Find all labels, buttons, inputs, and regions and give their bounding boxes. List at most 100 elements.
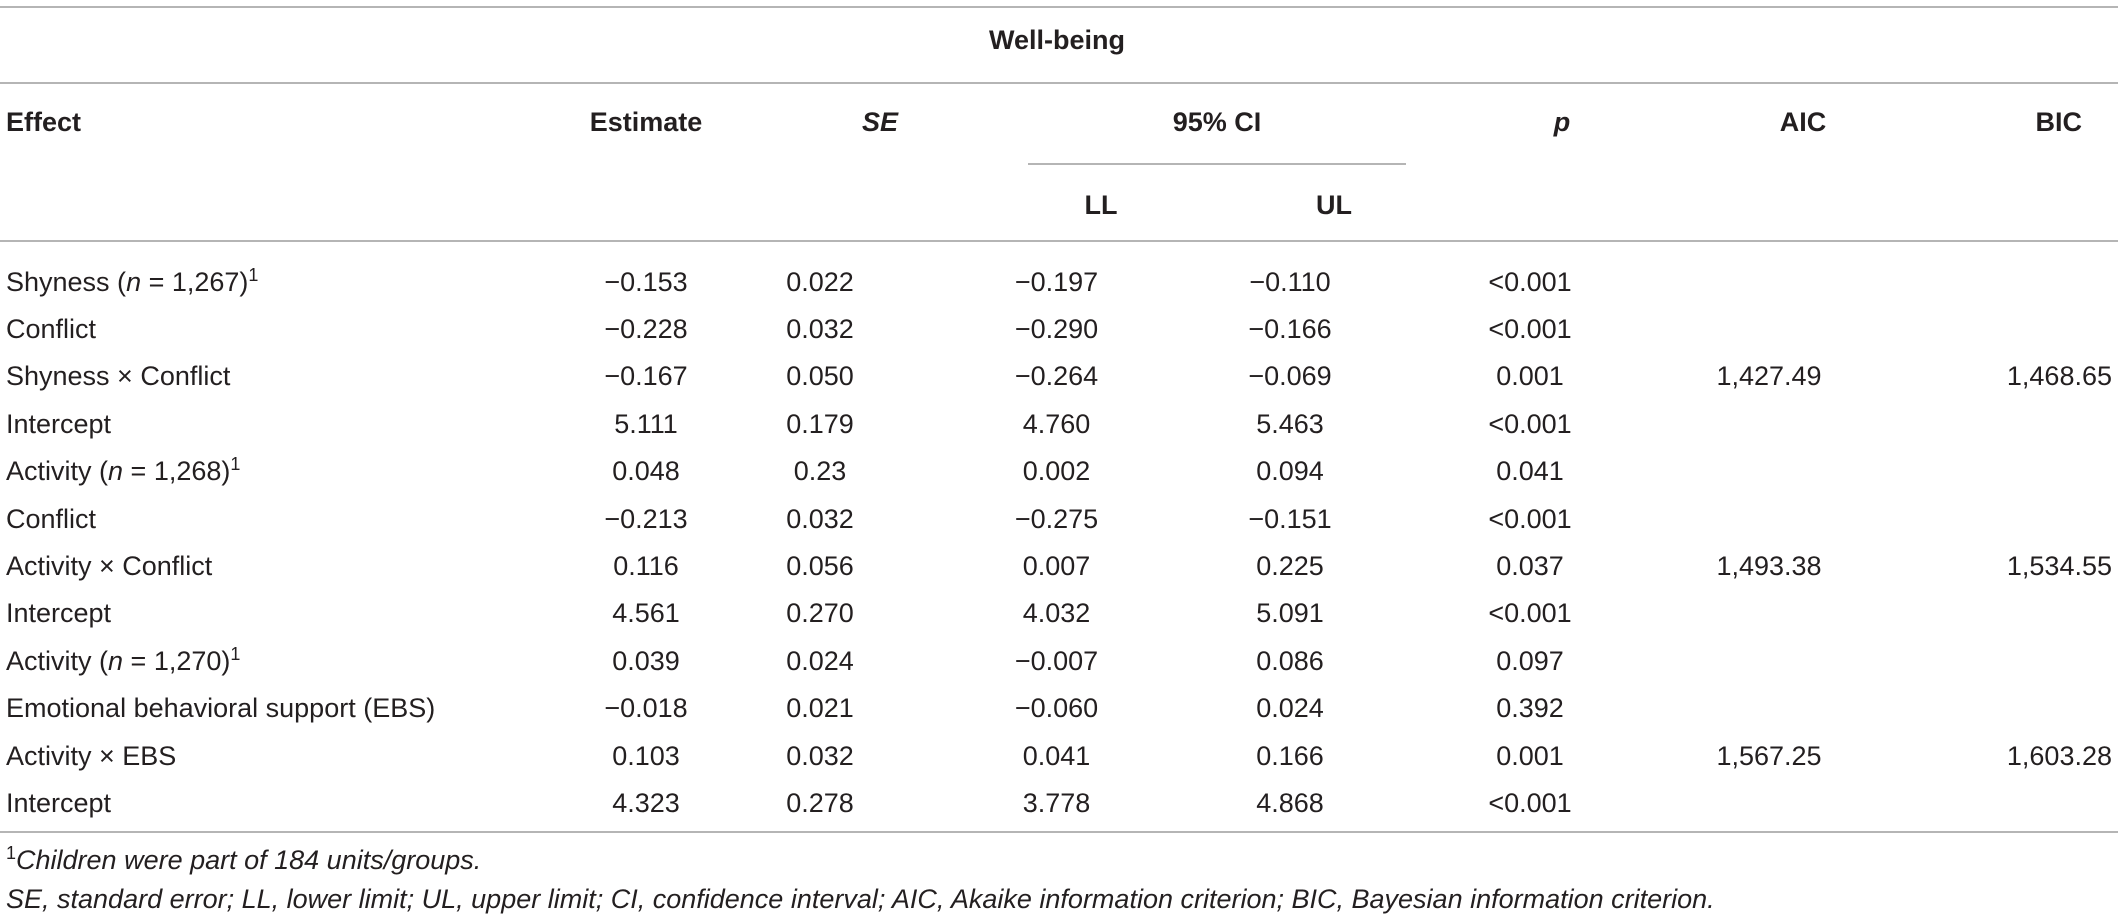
cell-bic: 1,468.65: [2006, 361, 2112, 392]
cell-effect: Activity × Conflict: [0, 542, 566, 589]
cell-ll: 3.778: [1022, 787, 1091, 818]
cell-bic: [1859, 258, 2112, 305]
cell-ul: −0.110: [1249, 266, 1331, 297]
cell-se: 0.056: [786, 551, 854, 582]
table-row: Conflict −0.228 0.032 −0.290 −0.166 <0.001: [0, 305, 2112, 352]
cell-aic: [1679, 258, 1859, 305]
cell-aic: 1,427.49: [1716, 361, 1822, 392]
cell-bic: [1859, 448, 2112, 495]
cell-estimate: 0.116: [613, 551, 679, 582]
cell-ul: −0.069: [1248, 361, 1332, 392]
cell-effect: Shyness × Conflict: [0, 353, 566, 400]
bottom-rule: [0, 831, 2118, 833]
cell-ll: 0.002: [1022, 456, 1091, 487]
header-ul: UL: [1316, 190, 1352, 220]
cell-ll: −0.060: [1014, 693, 1099, 724]
cell-ul: 5.463: [1256, 408, 1324, 439]
cell-aic: [1679, 637, 1859, 684]
header-estimate: Estimate: [589, 107, 703, 137]
cell-p: 0.001: [1496, 740, 1564, 771]
cell-ll: 0.007: [1022, 551, 1091, 582]
cell-ll: −0.197: [1014, 266, 1099, 297]
cell-p: 0.392: [1496, 693, 1564, 724]
cell-ll: 0.041: [1022, 740, 1091, 771]
cell-estimate: −0.018: [604, 693, 688, 724]
effect-label: Emotional behavioral support (EBS): [6, 693, 436, 724]
cell-ll: −0.007: [1014, 645, 1099, 676]
cell-effect: Intercept: [0, 590, 566, 637]
header-bic: BIC: [2035, 107, 2083, 137]
effect-label: Activity (: [6, 456, 109, 487]
cell-estimate: −0.167: [604, 361, 688, 392]
cell-se: 0.270: [786, 598, 854, 629]
cell-ll: −0.264: [1014, 361, 1099, 392]
effect-n-value: = 1,270): [123, 645, 231, 676]
cell-p: 0.001: [1496, 361, 1564, 392]
cell-ul: 0.086: [1256, 645, 1324, 676]
cell-estimate: 4.561: [612, 598, 680, 629]
cell-estimate: 4.323: [612, 787, 680, 818]
cell-ul: −0.151: [1248, 503, 1332, 534]
cell-ll: 4.032: [1022, 598, 1091, 629]
table-row: Shyness × Conflict −0.167 0.050 −0.264 −0.06…: [0, 353, 2112, 400]
cell-estimate: −0.213: [604, 503, 688, 534]
cell-estimate: −0.228: [604, 314, 688, 345]
table-row: Intercept 5.111 0.179 4.760 5.463 <0.001: [0, 400, 2112, 447]
cell-effect: Emotional behavioral support (EBS): [0, 685, 566, 732]
effect-label: Intercept: [6, 408, 112, 439]
effect-label: Shyness (: [6, 266, 127, 297]
header-rule: [0, 240, 2118, 242]
cell-estimate: 5.111: [614, 408, 678, 439]
cell-effect: Intercept: [0, 779, 566, 826]
header-95ci: 95% CI: [1172, 107, 1262, 137]
cell-bic: [1859, 400, 2112, 447]
effect-n-value: = 1,268): [123, 456, 231, 487]
cell-bic: 1,603.28: [2006, 740, 2112, 771]
table-row: Intercept 4.561 0.270 4.032 5.091 <0.001: [0, 590, 2112, 637]
cell-bic: [1859, 305, 2112, 352]
table-row: Intercept 4.323 0.278 3.778 4.868 <0.001: [0, 779, 2112, 826]
cell-p: 0.097: [1496, 645, 1564, 676]
header-p: p: [1553, 107, 1571, 137]
cell-se: 0.024: [786, 645, 854, 676]
cell-bic: [1859, 637, 2112, 684]
cell-se: 0.23: [793, 456, 847, 487]
table-row: Activity × Conflict 0.116 0.056 0.007 0.225 0…: [0, 542, 2112, 589]
footnote-1-text: Children were part of 184 units/groups.: [16, 845, 482, 875]
cell-se: 0.022: [786, 266, 854, 297]
cell-p: <0.001: [1488, 503, 1572, 534]
cell-effect: Conflict: [0, 305, 566, 352]
cell-se: 0.179: [786, 408, 854, 439]
header-ll: LL: [1084, 190, 1118, 220]
footnote-abbreviations: SE, standard error; LL, lower limit; UL,…: [6, 884, 1715, 914]
spanner-rule: [0, 82, 2118, 84]
cell-se: 0.050: [786, 361, 854, 392]
table-row: Emotional behavioral support (EBS) −0.018…: [0, 685, 2112, 732]
cell-aic: [1679, 400, 1859, 447]
table-row: Activity × EBS 0.103 0.032 0.041 0.166 0.001 1…: [0, 732, 2112, 779]
cell-p: 0.037: [1496, 551, 1564, 582]
cell-aic: [1679, 305, 1859, 352]
table-row: Shyness (n = 1,267)1 −0.153 0.022 −0.197 −0.…: [0, 258, 2112, 305]
cell-ul: 0.024: [1256, 693, 1324, 724]
cell-se: 0.021: [786, 693, 854, 724]
table-row: Activity (n = 1,268)1 0.048 0.23 0.002 0.094…: [0, 448, 2112, 495]
cell-bic: [1859, 495, 2112, 542]
cell-ul: 5.091: [1256, 598, 1324, 629]
results-table: Shyness (n = 1,267)1 −0.153 0.022 −0.197 −0.…: [0, 258, 2112, 827]
effect-label: Conflict: [6, 314, 97, 345]
effect-label: Activity × EBS: [6, 740, 177, 771]
footnote-marker: 1: [230, 643, 241, 664]
table-body: Shyness (n = 1,267)1 −0.153 0.022 −0.197 −0.…: [0, 258, 2112, 827]
cell-p: <0.001: [1488, 314, 1572, 345]
cell-bic: [1859, 779, 2112, 826]
top-rule: [0, 6, 2118, 8]
ci-rule: [1028, 163, 1406, 165]
cell-p: <0.001: [1488, 266, 1572, 297]
effect-label: Intercept: [6, 598, 112, 629]
effect-n-symbol: n: [108, 456, 124, 487]
cell-estimate: 0.048: [612, 456, 680, 487]
cell-estimate: 0.103: [612, 740, 680, 771]
cell-bic: [1859, 685, 2112, 732]
footnote-1: 1Children were part of 184 units/groups.: [6, 844, 481, 876]
